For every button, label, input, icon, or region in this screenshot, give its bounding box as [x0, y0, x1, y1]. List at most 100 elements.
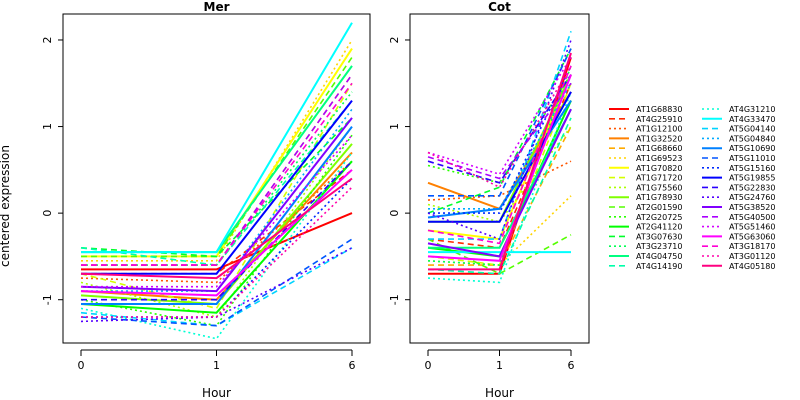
series-line [427, 117, 572, 275]
legend-label: AT5G38520 [729, 203, 775, 212]
panel-title: Mer [204, 0, 230, 14]
legend-label: AT4G04750 [636, 252, 682, 261]
legend-item: AT5G10690 [702, 144, 775, 153]
series-line [80, 177, 353, 280]
series-line [81, 99, 353, 275]
legend-label: AT5G04840 [729, 134, 775, 143]
legend-item: AT4G25910 [609, 115, 682, 124]
legend-label: AT1G68660 [636, 144, 682, 153]
series-line [427, 48, 572, 214]
legend-label: AT1G78930 [636, 193, 682, 202]
panel-cot: Cot -1 0 1 2 0 1 6 Hour [388, 0, 590, 400]
x-axis-label: Hour [485, 386, 514, 400]
y-axis-label: centered expression [0, 145, 12, 267]
legend-item: AT5G19855 [702, 174, 775, 183]
series-line [81, 22, 353, 254]
x-tick-label: 1 [496, 359, 503, 372]
y-tick-label: 1 [388, 123, 401, 130]
legend-label: AT5G51460 [729, 223, 775, 232]
x-axis-label: Hour [202, 386, 231, 400]
series-line [81, 186, 353, 318]
series-line [81, 82, 353, 266]
legend-item: AT5G04140 [702, 125, 775, 134]
legend-label: AT1G12100 [636, 125, 682, 134]
legend-label: AT4G31210 [729, 105, 775, 114]
panel-title: Cot [488, 0, 511, 14]
legend-label: AT5G04140 [729, 125, 775, 134]
legend-label: AT5G11010 [729, 154, 775, 163]
legend-item: AT2G41120 [609, 223, 682, 232]
legend-label: AT3G07630 [636, 232, 682, 241]
legend-item: AT3G07630 [609, 232, 682, 241]
y-tick-label: 0 [388, 210, 401, 217]
series-line [80, 117, 353, 293]
series-line [427, 91, 572, 284]
legend-item: AT4G14190 [609, 262, 682, 271]
legend-item: AT1G68660 [609, 144, 682, 153]
series-line [80, 126, 353, 318]
series-line [427, 65, 572, 266]
panels-layer: Mer -1 0 1 2 0 1 6 Hour Cot -1 0 1 2 0 1 6 Hour [41, 0, 590, 400]
legend-item: AT2G01590 [609, 203, 682, 212]
series-line [80, 134, 353, 327]
x-tick-label: 6 [568, 359, 575, 372]
y-tick-label: 0 [41, 210, 54, 217]
legend-item: AT5G51460 [702, 223, 775, 232]
series-line [81, 134, 353, 288]
legend-item: AT4G05180 [702, 262, 775, 271]
legend-item: AT4G31210 [702, 105, 775, 114]
legend-item: AT5G15160 [702, 164, 775, 173]
legend-label: AT4G33470 [729, 115, 775, 124]
legend-item: AT5G38520 [702, 203, 775, 212]
legend-item: AT2G20725 [609, 213, 682, 222]
series-line [428, 52, 572, 271]
legend-item: AT3G18170 [702, 242, 775, 251]
legend-item: AT5G22830 [702, 183, 775, 192]
legend-label: AT1G75560 [636, 183, 682, 192]
legend-label: AT2G41120 [636, 223, 682, 232]
series-line [80, 100, 353, 266]
legend-label: AT3G01120 [729, 252, 775, 261]
legend-label: AT1G32520 [636, 134, 682, 143]
legend-label: AT1G71720 [636, 174, 682, 183]
legend-label: AT4G25910 [636, 115, 682, 124]
legend-item: AT5G04840 [702, 134, 775, 143]
legend-label: AT5G15160 [729, 164, 775, 173]
series-line [81, 212, 353, 271]
y-tick-label: 1 [41, 123, 54, 130]
series-line [81, 169, 353, 275]
series-line [80, 169, 353, 297]
legend-item: AT1G32520 [609, 134, 682, 143]
legend-label: AT5G63060 [729, 232, 775, 241]
legend-item: AT1G12100 [609, 125, 682, 134]
legend-label: AT1G69523 [636, 154, 682, 163]
series-line [428, 48, 572, 197]
legend-item: AT3G23710 [609, 242, 682, 251]
legend: AT1G68830AT4G25910AT1G12100AT1G32520AT1G… [609, 105, 775, 271]
legend-item: AT5G11010 [702, 154, 775, 163]
legend-item: AT1G69523 [609, 154, 682, 163]
legend-label: AT4G14190 [636, 262, 682, 271]
legend-label: AT5G22830 [729, 183, 775, 192]
legend-item: AT3G01120 [702, 252, 775, 261]
series-line [80, 152, 353, 340]
y-tick-label: 2 [388, 36, 401, 43]
series-line [428, 91, 572, 223]
y-tick-label: 2 [41, 36, 54, 43]
legend-item: AT1G68830 [609, 105, 682, 114]
x-tick-label: 0 [425, 359, 432, 372]
plot-frame [409, 13, 590, 344]
x-tick-label: 1 [213, 359, 220, 372]
legend-label: AT3G23710 [636, 242, 682, 251]
x-tick-label: 0 [78, 359, 85, 372]
legend-label: AT1G70820 [636, 164, 682, 173]
panel-mer: Mer -1 0 1 2 0 1 6 Hour [41, 0, 371, 400]
series-line [427, 74, 572, 262]
legend-item: AT1G70820 [609, 164, 682, 173]
legend-label: AT2G20725 [636, 213, 682, 222]
legend-item: AT1G75560 [609, 183, 682, 192]
y-tick-label: -1 [41, 294, 54, 305]
series-line [81, 160, 353, 301]
legend-item: AT5G63060 [702, 232, 775, 241]
